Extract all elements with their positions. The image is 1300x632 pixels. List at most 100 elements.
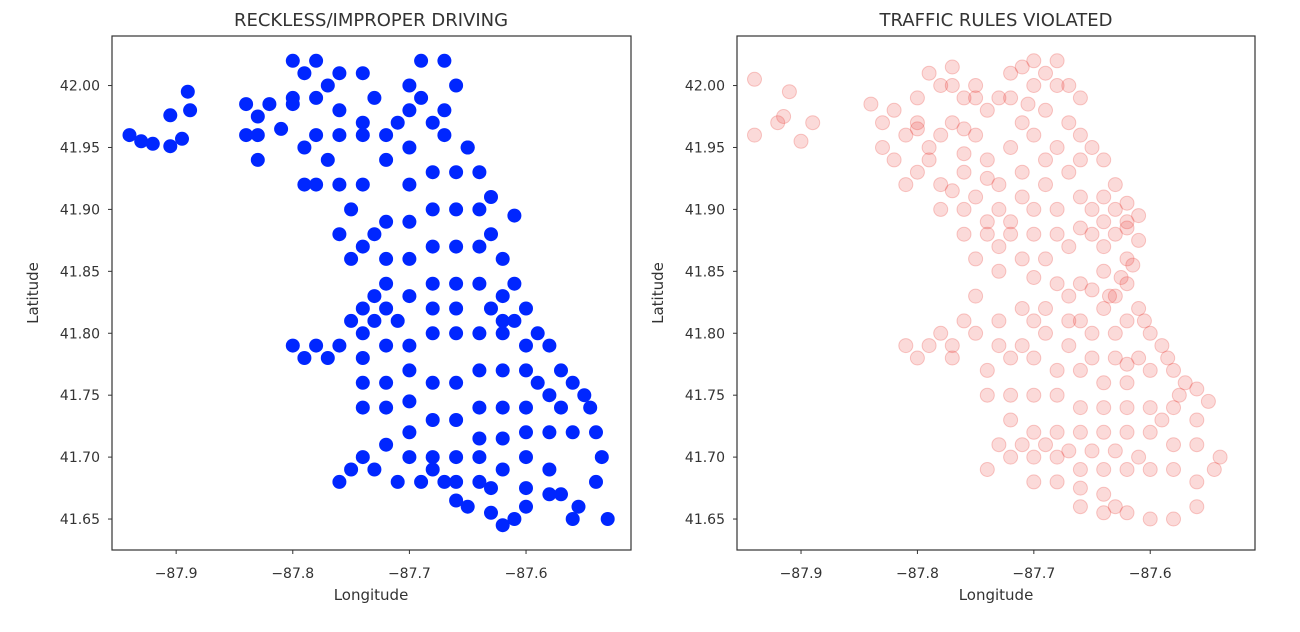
- scatter-point: [297, 177, 312, 192]
- scatter-point: [770, 115, 786, 131]
- scatter-point: [1049, 201, 1065, 217]
- scatter-point: [1026, 313, 1042, 329]
- plot-frame: [736, 35, 1256, 551]
- scatter-point: [1154, 412, 1170, 428]
- scatter-point: [1131, 449, 1147, 465]
- scatter-point: [250, 152, 265, 167]
- scatter-point: [1189, 474, 1205, 490]
- scatter-point: [495, 363, 510, 378]
- scatter-point: [355, 450, 370, 465]
- y-tick-label: 41.90: [685, 202, 725, 218]
- scatter-point: [484, 481, 498, 496]
- scatter-point: [250, 128, 265, 143]
- scatter-point: [1049, 387, 1065, 403]
- scatter-point: [495, 462, 510, 477]
- scatter-point: [449, 239, 464, 254]
- scatter-point: [793, 133, 809, 149]
- scatter-point: [1096, 486, 1112, 502]
- scatter-point: [886, 152, 902, 168]
- scatter-point: [1107, 201, 1123, 217]
- scatter-point: [472, 474, 487, 489]
- scatter-point: [332, 227, 347, 242]
- scatter-point: [519, 338, 533, 353]
- scatter-point: [1003, 412, 1019, 428]
- scatter-point: [1096, 424, 1112, 440]
- scatter-point: [542, 338, 557, 353]
- scatter-point: [594, 450, 609, 465]
- scatter-point: [355, 115, 370, 130]
- scatter-point: [250, 109, 265, 124]
- scatter-point: [163, 108, 178, 123]
- scatter-point: [484, 227, 498, 242]
- scatter-point: [175, 131, 189, 146]
- scatter-point: [565, 425, 580, 440]
- scatter-point: [402, 177, 417, 192]
- scatter-point: [344, 202, 359, 217]
- scatter-point: [367, 227, 382, 242]
- x-tick-label: −87.9: [780, 566, 823, 582]
- scatter-point: [309, 128, 324, 143]
- scatter-point: [1038, 65, 1053, 81]
- scatter-point: [1200, 393, 1216, 409]
- scatter-point: [1026, 53, 1042, 69]
- scatter-point: [344, 251, 359, 266]
- scatter-point: [1096, 462, 1112, 477]
- scatter-point: [425, 413, 440, 427]
- scatter-point: [1142, 462, 1158, 477]
- scatter-point: [1166, 462, 1181, 477]
- scatter-point: [1026, 226, 1042, 242]
- scatter-point: [163, 139, 178, 154]
- scatter-point: [402, 140, 417, 155]
- scatter-point: [909, 121, 925, 137]
- scatter-point: [991, 338, 1007, 354]
- y-tick-label: 41.80: [685, 326, 725, 342]
- scatter-point: [1212, 449, 1228, 465]
- scatter-point: [968, 78, 984, 93]
- scatter-point: [1119, 356, 1135, 372]
- scatter-point: [297, 66, 312, 81]
- scatter-point: [1142, 362, 1158, 378]
- scatter-point: [909, 164, 925, 180]
- scatter-point: [519, 425, 533, 440]
- scatter-point: [402, 103, 417, 118]
- y-tick-label: 41.90: [60, 202, 100, 218]
- scatter-point: [402, 289, 417, 304]
- scatter-point: [507, 208, 522, 223]
- scatter-point: [414, 90, 429, 105]
- scatter-point: [1014, 437, 1030, 453]
- scatter-point: [425, 450, 440, 465]
- scatter-point: [1020, 96, 1036, 112]
- scatter-point: [554, 363, 568, 378]
- scatter-point: [991, 177, 1007, 193]
- scatter-point: [933, 177, 949, 193]
- scatter-point: [449, 276, 464, 291]
- scatter-point: [1003, 90, 1019, 106]
- scatter-point: [437, 474, 452, 489]
- scatter-point: [1166, 437, 1181, 453]
- scatter-point: [1072, 480, 1088, 496]
- scatter-point: [589, 425, 603, 440]
- scatter-point: [1107, 325, 1123, 341]
- scatter-point: [776, 109, 792, 124]
- scatter-point: [886, 102, 902, 118]
- scatter-point: [968, 90, 984, 106]
- scatter-point: [571, 499, 586, 514]
- scatter-point: [898, 127, 914, 143]
- scatter-point: [1131, 208, 1147, 224]
- scatter-point: [1061, 115, 1077, 131]
- x-tick-label: −87.7: [388, 566, 431, 582]
- scatter-point: [956, 90, 972, 106]
- scatter-point: [1014, 59, 1030, 75]
- scatter-point: [332, 177, 347, 192]
- scatter-point: [1084, 443, 1100, 459]
- scatter-point: [944, 78, 960, 93]
- scatter-point: [390, 474, 405, 489]
- scatter-point: [332, 338, 347, 353]
- scatter-point: [309, 338, 324, 353]
- scatter-point: [979, 152, 995, 168]
- scatter-point: [332, 128, 347, 143]
- scatter-point: [449, 450, 464, 465]
- plot-frame: [111, 35, 632, 551]
- scatter-point: [495, 289, 510, 304]
